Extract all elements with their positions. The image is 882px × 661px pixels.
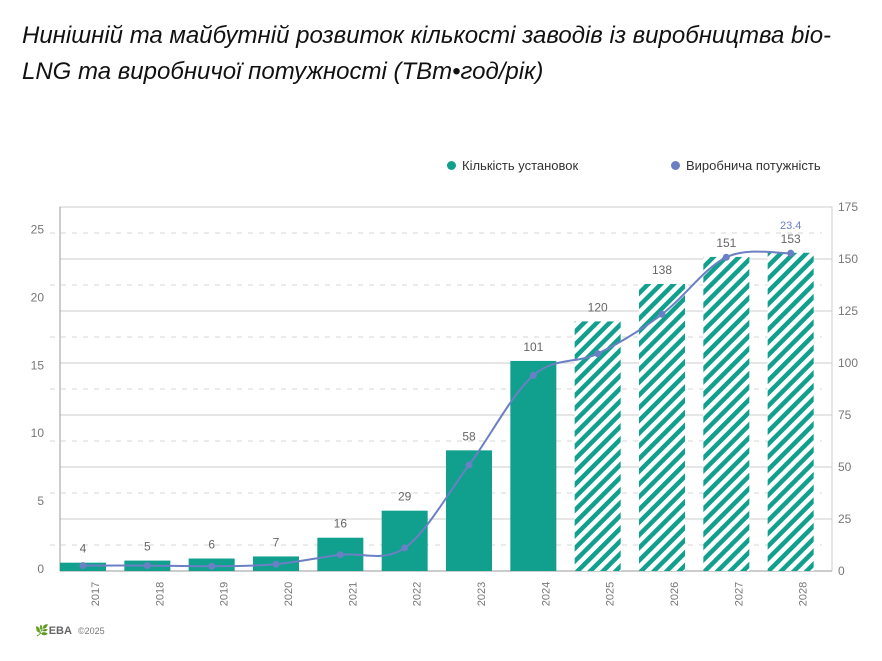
copyright: ©2025 (77, 625, 105, 636)
capacity-point-2019 (208, 562, 216, 570)
left-axis-tick: 15 (31, 358, 45, 372)
legend-label: Виробнича потужність (686, 158, 821, 173)
x-tick-label: 2027 (733, 582, 745, 606)
bar-value-label: 7 (273, 535, 280, 549)
x-tick-label: 2022 (412, 582, 424, 606)
bar-2026 (639, 283, 685, 571)
capacity-point-2018 (143, 562, 151, 570)
bar-value-label: 6 (208, 538, 215, 552)
bar-2022 (381, 510, 428, 571)
x-tick-label: 2021 (347, 582, 359, 606)
capacity-data-label: 23.4 (780, 220, 801, 232)
legend-item-count: Кількість установок (447, 158, 578, 173)
right-axis-tick: 100 (838, 356, 858, 370)
x-tick-label: 2018 (154, 582, 166, 606)
x-tick-label: 2026 (669, 582, 681, 606)
x-tick-label: 2019 (219, 582, 231, 606)
x-tick-label: 2025 (605, 582, 617, 606)
bar-value-label: 16 (334, 517, 348, 531)
capacity-point-2022 (401, 544, 409, 552)
capacity-point-2027 (722, 253, 730, 261)
bar-value-label: 120 (588, 300, 608, 314)
x-tick-label: 2023 (476, 582, 488, 606)
x-tick-label: 2024 (540, 582, 552, 606)
footer: 🌿EBA ©2025 (35, 624, 105, 637)
capacity-point-2028 (787, 249, 795, 257)
x-tick-label: 2028 (798, 582, 810, 606)
bar-2028 (767, 252, 814, 571)
capacity-point-2026 (658, 310, 666, 318)
right-axis-tick: 75 (838, 408, 852, 422)
right-axis-tick: 175 (838, 200, 858, 214)
bar-value-label: 58 (462, 429, 476, 443)
bar-value-label: 151 (716, 236, 736, 250)
left-axis-tick: 20 (31, 290, 45, 304)
bar-value-label: 29 (398, 490, 412, 504)
legend-label: Кількість установок (462, 158, 579, 173)
capacity-point-2017 (79, 562, 87, 570)
capacity-point-2021 (336, 551, 344, 559)
right-axis-tick: 0 (838, 564, 845, 578)
bar-value-label: 101 (523, 340, 543, 354)
capacity-point-2025 (594, 350, 602, 358)
left-axis-tick: 0 (37, 562, 44, 576)
bar-2024 (510, 360, 557, 571)
right-axis-tick: 50 (838, 460, 852, 474)
capacity-point-2023 (465, 461, 473, 469)
chart-title: Нинішній та майбутній розвиток кількості… (22, 22, 832, 85)
legend-item-capacity: Виробнича потужність (671, 158, 821, 173)
left-axis-tick: 25 (31, 222, 45, 236)
bar-2025 (574, 321, 621, 571)
bar-2023 (446, 450, 492, 571)
bar-value-label: 4 (80, 542, 87, 556)
bar-value-label: 138 (652, 263, 672, 277)
eba-logo: 🌿EBA (35, 625, 72, 637)
left-axis-tick: 10 (31, 426, 45, 440)
capacity-point-2024 (529, 371, 537, 379)
right-axis-tick: 25 (838, 512, 852, 526)
right-axis-tick: 150 (838, 252, 858, 266)
bar-value-label: 153 (781, 232, 801, 246)
capacity-point-2020 (272, 560, 280, 568)
legend-swatch (447, 161, 456, 170)
bar-2027 (703, 256, 750, 571)
x-tick-label: 2017 (90, 582, 102, 606)
left-axis-tick: 5 (37, 494, 44, 508)
bar-value-label: 5 (144, 540, 151, 554)
legend-swatch (671, 161, 680, 170)
x-tick-label: 2020 (283, 582, 295, 606)
right-axis-tick: 125 (838, 304, 858, 318)
